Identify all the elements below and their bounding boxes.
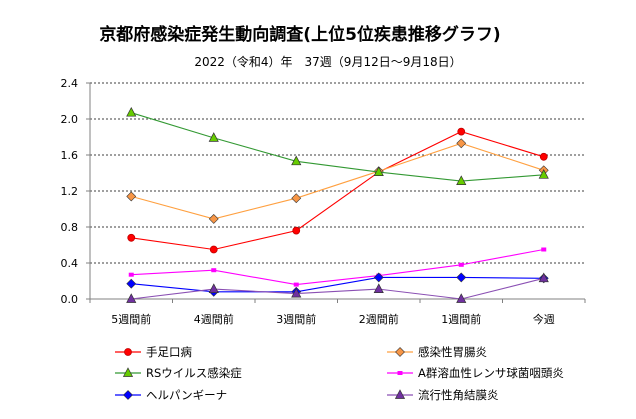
series-0 [127, 127, 548, 254]
series-3 [128, 247, 547, 287]
y-tick-label: 0.4 [61, 257, 79, 270]
data-point [292, 226, 301, 235]
data-point [538, 169, 549, 179]
series-1 [126, 138, 549, 224]
legend-marker [124, 348, 132, 356]
legend-marker [122, 367, 134, 377]
legend-entry: 手足口病 [115, 345, 192, 359]
legend-label: A群溶血性レンサ球菌咽頭炎 [418, 366, 564, 380]
legend-entry: RSウイルス感染症 [115, 366, 242, 380]
data-point [291, 287, 302, 298]
series-line [131, 248, 544, 286]
series-line [131, 131, 544, 251]
data-point [126, 191, 137, 202]
legend-label: 感染性胃腸炎 [418, 345, 487, 359]
legend-entry: ヘルパンギーナ [115, 388, 227, 402]
legend-marker [397, 371, 403, 375]
chart-subtitle: 2022（令和4）年 37週（9月12日～9月18日） [194, 54, 461, 69]
data-point [373, 272, 384, 283]
data-point [458, 262, 464, 267]
legend-marker [123, 390, 133, 400]
legend-marker [395, 347, 405, 357]
data-point [291, 155, 302, 166]
data-point [293, 282, 299, 287]
data-point [126, 106, 137, 117]
legend-entry: 流行性角結膜炎 [387, 388, 499, 402]
data-point [208, 132, 219, 142]
data-point [456, 272, 467, 283]
x-tick-label: 今週 [533, 312, 555, 326]
data-point [126, 293, 137, 303]
axes: 0.0 0.4 0.8 1.2 1.6 2.0 2.4 5週間前 4週間前 3週間前 2週間前 1週間… [61, 77, 586, 326]
legend-label: 手足口病 [146, 345, 192, 359]
series-line [131, 142, 544, 220]
legend-entry: 感染性胃腸炎 [387, 345, 487, 359]
data-point [456, 138, 467, 149]
x-tick-label: 1週間前 [441, 312, 481, 326]
legend-label: RSウイルス感染症 [146, 366, 242, 380]
legend-entry: A群溶血性レンサ球菌咽頭炎 [387, 366, 564, 380]
series-line [131, 277, 544, 300]
data-point [128, 272, 134, 277]
y-tick-label: 0.0 [61, 293, 79, 306]
y-tick-label: 1.6 [61, 149, 79, 162]
x-tick-label: 3週間前 [276, 312, 316, 326]
grid [90, 82, 585, 264]
legend-label: 流行性角結膜炎 [418, 388, 499, 402]
data-point [456, 293, 467, 303]
data-point [456, 175, 467, 185]
y-tick-label: 2.4 [61, 77, 79, 90]
y-tick-label: 0.8 [61, 221, 79, 234]
data-point [291, 193, 302, 204]
legend-marker [394, 389, 406, 399]
data-point [538, 272, 549, 283]
data-point [373, 166, 384, 176]
x-tick-label: 4週間前 [194, 312, 234, 326]
chart-title: 京都府感染症発生動向調査(上位5位疾患推移グラフ) [99, 24, 500, 45]
data-point [539, 152, 548, 161]
series-5 [126, 272, 549, 303]
x-tick-label: 5週間前 [111, 312, 151, 326]
y-tick-label: 2.0 [61, 113, 79, 126]
data-point [209, 245, 218, 254]
data-point [211, 268, 217, 273]
data-point [457, 127, 466, 136]
data-point [373, 283, 384, 293]
y-tick-label: 1.2 [61, 185, 79, 198]
data-point [541, 247, 547, 252]
data-point [127, 233, 136, 242]
data-point [208, 213, 219, 224]
series-2 [126, 106, 549, 185]
data-point [208, 283, 219, 293]
x-tick-label: 2週間前 [359, 312, 399, 326]
legend-label: ヘルパンギーナ [146, 388, 227, 402]
data-point [126, 278, 137, 289]
series-line [131, 112, 544, 182]
series [126, 106, 549, 303]
